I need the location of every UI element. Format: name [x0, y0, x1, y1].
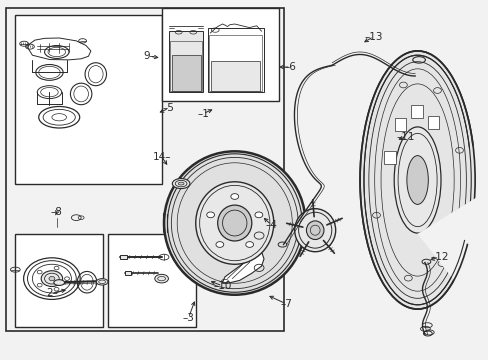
Bar [15, 234, 103, 327]
Circle shape [245, 242, 253, 247]
Text: –3: –3 [182, 313, 194, 323]
Text: –6: –6 [285, 62, 296, 72]
Text: –1: –1 [197, 109, 208, 119]
Circle shape [230, 194, 238, 199]
Ellipse shape [359, 51, 474, 309]
Ellipse shape [54, 280, 64, 285]
Bar [125, 271, 131, 275]
Ellipse shape [155, 274, 168, 283]
Polygon shape [222, 221, 266, 283]
Bar [410, 105, 422, 118]
Ellipse shape [96, 279, 108, 285]
Circle shape [49, 276, 55, 281]
Ellipse shape [294, 209, 335, 252]
Text: 2–: 2– [46, 288, 58, 298]
Text: –8: –8 [51, 207, 62, 217]
Circle shape [206, 212, 214, 218]
Bar [209, 36, 262, 91]
Text: –13: –13 [364, 32, 382, 41]
Text: –10: –10 [213, 281, 231, 291]
Bar [15, 15, 161, 184]
Ellipse shape [163, 151, 305, 295]
Text: 14–: 14– [152, 152, 170, 162]
Bar [170, 41, 201, 91]
Bar [207, 28, 264, 92]
Circle shape [41, 271, 62, 287]
Ellipse shape [178, 182, 183, 185]
Circle shape [23, 258, 80, 300]
Bar [120, 255, 127, 259]
Ellipse shape [195, 182, 273, 264]
Ellipse shape [217, 205, 251, 241]
Text: 9–: 9– [143, 51, 155, 61]
Text: –7: –7 [280, 299, 291, 309]
Ellipse shape [393, 127, 440, 233]
Ellipse shape [406, 156, 427, 204]
Ellipse shape [306, 221, 324, 239]
Bar [108, 234, 195, 327]
Text: –5: –5 [163, 103, 175, 113]
Text: –11: –11 [395, 132, 414, 142]
Circle shape [254, 212, 262, 218]
Polygon shape [27, 38, 91, 60]
Bar [384, 151, 395, 164]
Bar [5, 8, 283, 330]
Text: –12: –12 [429, 252, 448, 262]
Bar [168, 31, 203, 92]
Bar [394, 118, 406, 131]
Bar [427, 116, 438, 129]
Text: –4: –4 [265, 220, 277, 230]
Ellipse shape [172, 179, 189, 189]
Bar [161, 8, 278, 101]
Bar [172, 55, 200, 91]
Circle shape [216, 242, 224, 247]
Bar [211, 60, 260, 91]
Wedge shape [417, 137, 488, 360]
